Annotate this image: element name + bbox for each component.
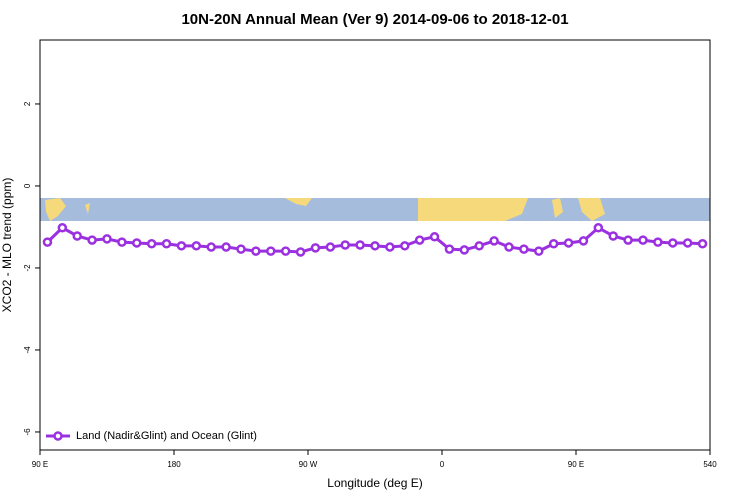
data-point [459,245,470,255]
y-tick-label: -4 [23,346,32,354]
data-point [132,238,142,248]
map-land [45,198,66,221]
data-point [325,242,336,252]
data-point [340,240,350,250]
map-land [578,198,605,221]
data-point [117,237,127,247]
data-point [563,238,574,248]
data-point [400,241,410,251]
data-point [310,243,321,253]
data-point [221,242,231,252]
data-point [87,235,97,245]
plot-frame [39,39,711,451]
map-strip [40,198,710,221]
data-point [42,237,53,247]
data-point [57,223,68,233]
data-point [414,235,425,245]
data-point [489,236,499,246]
chart-title: 10N-20N Annual Mean (Ver 9) 2014-09-06 t… [181,11,568,28]
data-point [504,242,514,252]
x-tick-label: 540 [703,460,717,469]
data-point [653,237,663,247]
data-point [266,246,276,256]
data-point [206,242,216,252]
x-tick-label: 90 E [568,460,584,469]
data-point [355,240,365,250]
x-tick-label: 90 W [299,460,318,469]
data-point [146,239,157,249]
data-point [295,247,306,257]
data-point [102,234,112,244]
x-tick-label: 90 E [32,460,48,469]
x-axis-label: Longitude (deg E) [327,476,422,490]
data-point [176,241,187,251]
data-point [280,246,291,256]
data-point [370,241,380,251]
y-tick-label: -6 [23,428,32,436]
map-land [552,198,563,218]
data-point [608,231,618,241]
y-axis-label: XCO2 - MLO trend (ppm) [0,178,14,313]
map-ocean [40,198,710,221]
data-point [519,244,529,254]
data-point [385,242,395,252]
data-point [548,239,559,249]
map-land [285,198,312,206]
data-point [623,235,633,245]
legend-label: Land (Nadir&Glint) and Ocean (Glint) [76,430,257,442]
data-point [161,239,172,249]
data-point [474,241,484,251]
data-point [638,235,648,245]
data-point [444,244,455,254]
data-point [251,246,261,256]
map-land [85,203,90,214]
data-point [72,231,82,241]
data-point [236,244,246,254]
data-point [593,223,604,233]
x-tick-label: 180 [167,460,181,469]
y-tick-label: 0 [23,183,32,188]
data-point [682,238,693,248]
y-tick-label: 2 [23,101,32,106]
x-tick-label: 0 [440,460,445,469]
y-tick-label: -2 [23,264,32,272]
legend-marker [53,431,63,441]
data-point [578,236,589,246]
data-point [534,246,544,256]
map-land [418,198,528,221]
data-point [191,241,202,251]
data-point [429,232,440,242]
data-point [668,238,678,248]
data-point [697,239,708,249]
